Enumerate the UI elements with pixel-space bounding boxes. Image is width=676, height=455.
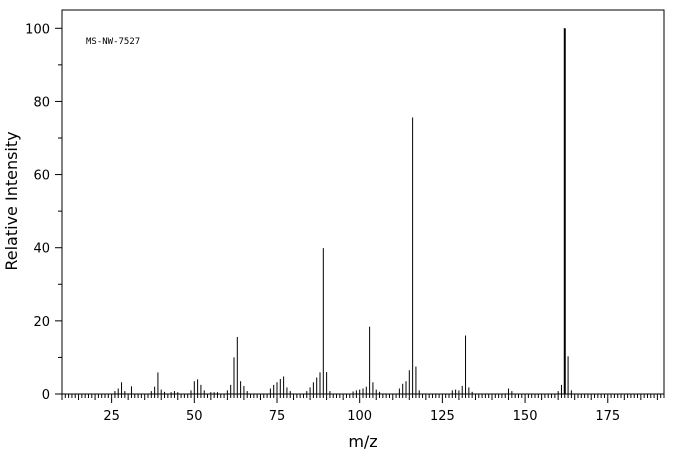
spectrum-id-annotation: MS-NW-7527 — [86, 37, 140, 47]
x-axis-title: m/z — [348, 432, 377, 451]
y-axis-title: Relative Intensity — [2, 131, 21, 270]
x-tick-label: 25 — [103, 409, 120, 424]
y-tick-label: 80 — [33, 95, 50, 110]
x-tick-label: 125 — [430, 409, 455, 424]
peaks-group — [114, 28, 572, 394]
x-axis: 25 50 75 100 125 150 175 — [61, 394, 665, 424]
y-tick-label: 60 — [33, 169, 50, 184]
y-tick-label: 20 — [33, 315, 50, 330]
y-tick-label: 0 — [42, 388, 50, 403]
x-tick-label: 100 — [347, 409, 372, 424]
x-tick-label: 75 — [269, 409, 286, 424]
x-tick-label: 150 — [513, 409, 538, 424]
y-axis: 0 20 40 60 80 100 — [25, 22, 62, 403]
y-tick-label: 40 — [33, 242, 50, 257]
x-tick-label: 175 — [595, 409, 620, 424]
y-tick-label: 100 — [25, 22, 50, 37]
x-tick-label: 50 — [186, 409, 203, 424]
plot-frame — [61, 9, 665, 395]
